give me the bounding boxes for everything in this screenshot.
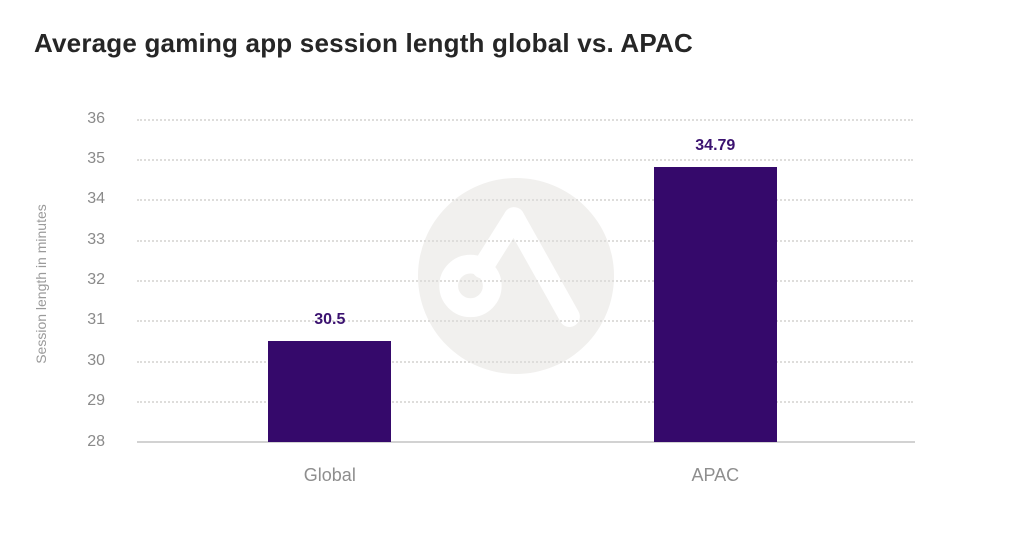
gridline-34 xyxy=(137,199,913,202)
category-label-global: Global xyxy=(303,465,356,485)
adjust-logo-watermark xyxy=(417,177,615,375)
y-tick-label-33: 33 xyxy=(87,230,105,248)
y-tick-label-34: 34 xyxy=(87,190,105,208)
bar-value-label-global: 30.5 xyxy=(314,310,346,328)
gridline-36 xyxy=(137,118,913,121)
watermark-a-glyph xyxy=(439,207,580,327)
gridline-33 xyxy=(137,239,913,242)
y-tick-label-30: 30 xyxy=(87,351,105,369)
gridline-29 xyxy=(137,401,913,404)
y-tick-label-32: 32 xyxy=(87,271,105,288)
gridline-30 xyxy=(137,360,913,363)
x-axis-line xyxy=(137,441,915,443)
y-axis-title: Session length in minutes xyxy=(33,204,49,364)
bar-value-label-apac: 34.79 xyxy=(695,137,736,155)
gridline-32 xyxy=(137,280,913,282)
bar-global xyxy=(268,340,392,442)
y-tick-label-31: 31 xyxy=(87,311,105,329)
bar-apac xyxy=(653,167,777,442)
y-tick-label-29: 29 xyxy=(87,392,105,410)
chart-title: Average gaming app session length global… xyxy=(34,28,693,58)
gridline-35 xyxy=(137,158,913,161)
y-tick-label-28: 28 xyxy=(87,432,105,450)
y-tick-label-36: 36 xyxy=(87,109,105,127)
category-label-apac: APAC xyxy=(691,465,740,485)
y-tick-label-35: 35 xyxy=(87,149,105,167)
gridline-31 xyxy=(137,320,913,323)
